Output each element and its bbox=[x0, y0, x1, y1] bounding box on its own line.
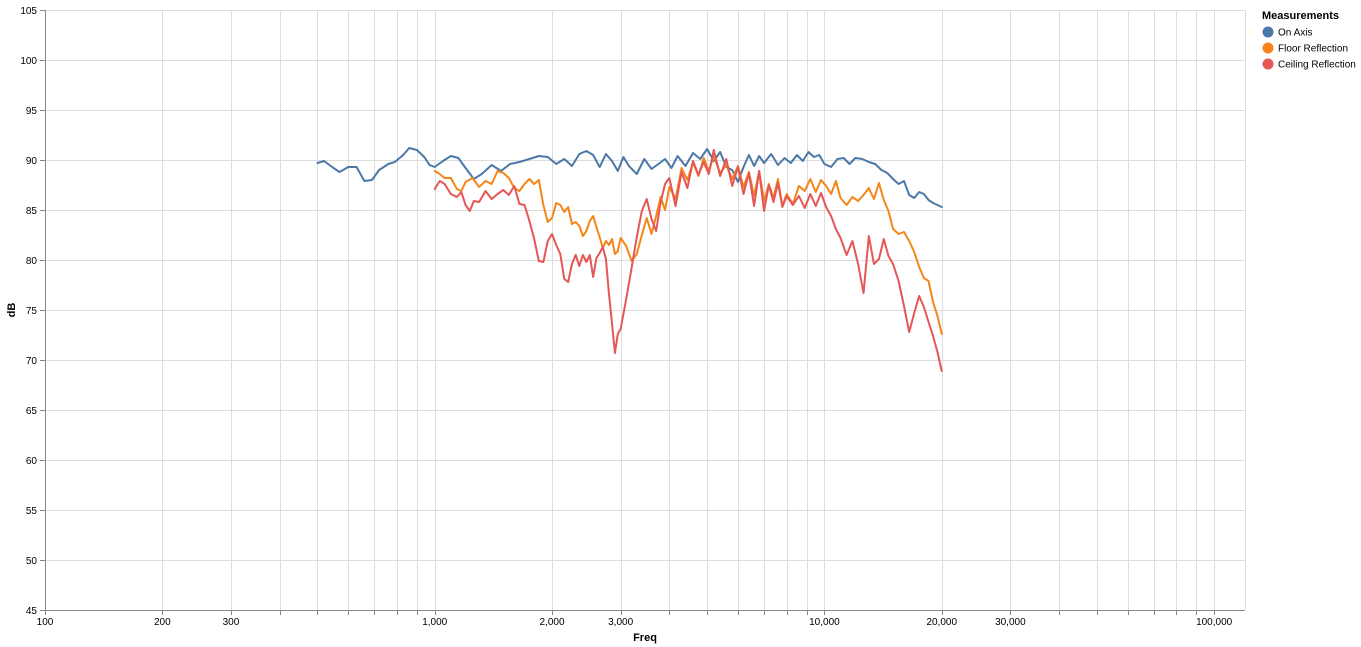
y-tick-label: 85 bbox=[26, 206, 38, 217]
y-tick-label: 95 bbox=[26, 106, 38, 117]
legend: Measurements On Axis Floor Reflection Ceil… bbox=[1262, 10, 1356, 71]
x-tick-label: 100 bbox=[37, 617, 54, 628]
x-tick-label: 3,000 bbox=[608, 617, 633, 628]
series-line-on-axis bbox=[316, 147, 943, 208]
legend-label-floor-reflection: Floor Reflection bbox=[1278, 44, 1348, 55]
x-tick-label: 2,000 bbox=[540, 617, 565, 628]
y-tick-label: 65 bbox=[26, 406, 38, 417]
x-tick-label: 300 bbox=[223, 617, 240, 628]
x-axis-title: Freq bbox=[633, 632, 657, 644]
y-tick-label: 80 bbox=[26, 256, 38, 267]
y-axis-title: dB bbox=[6, 303, 18, 318]
y-tick-label: 70 bbox=[26, 356, 38, 367]
series-line-floor-reflection bbox=[433, 155, 943, 335]
legend-swatch-ceiling-reflection bbox=[1262, 58, 1274, 70]
x-tick-label: 10,000 bbox=[809, 617, 840, 628]
series-line-ceiling-reflection bbox=[433, 149, 943, 372]
series-lines bbox=[316, 147, 943, 372]
legend-label-on-axis: On Axis bbox=[1278, 28, 1312, 39]
x-tick-label: 200 bbox=[154, 617, 171, 628]
y-tick-label: 100 bbox=[20, 56, 37, 67]
y-axis-ticks: 45 50 55 60 65 70 75 80 85 90 95 100 105 bbox=[20, 6, 45, 617]
legend-swatch-on-axis bbox=[1262, 26, 1274, 38]
y-tick-label: 45 bbox=[26, 606, 38, 617]
y-gridlines bbox=[45, 10, 1245, 611]
x-tick-label: 20,000 bbox=[926, 617, 957, 628]
y-tick-label: 55 bbox=[26, 506, 38, 517]
legend-label-ceiling-reflection: Ceiling Reflection bbox=[1278, 60, 1356, 71]
y-tick-label: 50 bbox=[26, 556, 38, 567]
y-tick-label: 105 bbox=[20, 6, 37, 17]
x-tick-label: 30,000 bbox=[995, 617, 1026, 628]
y-tick-label: 60 bbox=[26, 456, 38, 467]
y-tick-label: 75 bbox=[26, 306, 38, 317]
x-tick-label: 1,000 bbox=[422, 617, 447, 628]
x-axis-ticks: 100 200 300 1,000 2,000 3,000 10,000 20,000 30,0… bbox=[37, 610, 1233, 628]
legend-title: Measurements bbox=[1262, 10, 1339, 22]
legend-swatch-floor-reflection bbox=[1262, 42, 1274, 54]
x-tick-label: 100,000 bbox=[1196, 617, 1233, 628]
y-tick-label: 90 bbox=[26, 156, 38, 167]
